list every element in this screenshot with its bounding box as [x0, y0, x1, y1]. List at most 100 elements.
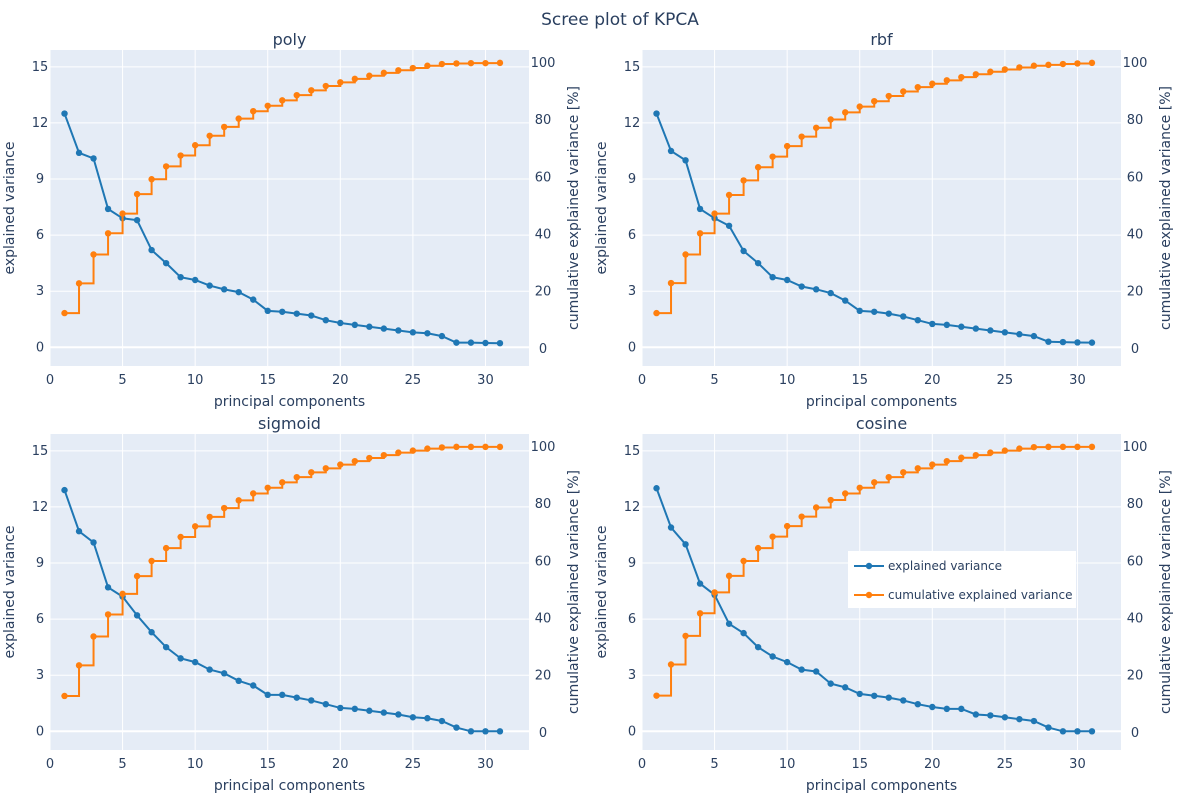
y-tick-label: 3 — [36, 284, 44, 299]
cumulative-variance-point — [148, 176, 155, 183]
cumulative-variance-point — [754, 164, 762, 171]
cumulative-variance-point — [900, 88, 907, 95]
x-tick-label: 30 — [477, 757, 494, 772]
cumulative-variance-point — [162, 163, 170, 170]
explained-variance-point — [696, 205, 704, 213]
subplots: 0 5 10 15 20 25 3003691215020406080100polyprin… — [2, 30, 1174, 794]
y-tick-label: 6 — [36, 612, 44, 627]
cumulative-variance-point — [798, 133, 805, 140]
plot-area — [50, 50, 529, 366]
explained-variance-point — [1016, 715, 1023, 723]
explained-variance-point — [409, 329, 417, 336]
x-tick-label: 20 — [332, 373, 349, 388]
cumulative-variance-point — [162, 544, 170, 552]
y2-tick-label: 40 — [1127, 227, 1144, 242]
cumulative-variance-point — [740, 557, 747, 565]
explained-variance-point — [366, 707, 373, 714]
y2-tick-label: 60 — [535, 554, 552, 569]
explained-variance-point — [842, 297, 849, 304]
x-tick-label: 30 — [1069, 757, 1086, 772]
explained-variance-point — [1045, 338, 1052, 345]
explained-variance-point — [191, 658, 199, 666]
subplot-title: poly — [273, 30, 307, 49]
explained-variance-point — [409, 714, 417, 721]
cumulative-variance-point — [424, 62, 431, 69]
y-tick-label: 0 — [628, 724, 636, 739]
explained-variance-point — [1016, 331, 1023, 338]
explained-variance-point — [842, 684, 849, 691]
cumulative-variance-point — [467, 443, 475, 451]
y2-tick-label: 40 — [535, 611, 552, 626]
y2-tick-label: 20 — [1127, 285, 1144, 300]
x-tick-label: 10 — [779, 757, 796, 772]
explained-variance-point — [220, 286, 228, 293]
cumulative-variance-point — [177, 152, 184, 159]
explained-variance-point — [1045, 724, 1052, 731]
cumulative-variance-point — [987, 449, 994, 456]
y-tick-label: 3 — [628, 668, 636, 683]
explained-variance-point — [90, 155, 97, 162]
figure-title: Scree plot of KPCA — [541, 10, 699, 30]
explained-variance-point — [769, 273, 776, 281]
cumulative-variance-point — [293, 91, 300, 99]
explained-variance-point — [220, 670, 228, 677]
explained-variance-point — [783, 658, 791, 666]
explained-variance-point — [61, 486, 68, 494]
legend-label: explained variance — [888, 559, 1002, 573]
x-tick-label: 10 — [187, 373, 204, 388]
explained-variance-point — [754, 643, 762, 651]
explained-variance-point — [856, 307, 863, 315]
explained-variance-point — [351, 705, 359, 713]
cumulative-variance-point — [250, 490, 257, 497]
explained-variance-point — [467, 728, 475, 735]
explained-variance-point — [395, 711, 402, 718]
explained-variance-point — [929, 320, 936, 328]
cumulative-variance-point — [61, 309, 68, 317]
explained-variance-point — [1059, 728, 1067, 735]
cumulative-variance-point — [380, 451, 388, 459]
explained-variance-point — [264, 307, 271, 315]
x-tick-label: 25 — [405, 757, 422, 772]
cumulative-variance-point — [1016, 64, 1023, 71]
subplot-poly: 0 5 10 15 20 25 30 0 3 6 9 12 15 0 20 40 60 80 100 poly prin… — [2, 30, 582, 410]
legend-label: cumulative explained variance — [888, 588, 1073, 602]
explained-variance-point — [133, 216, 141, 224]
explained-variance-point — [177, 655, 184, 662]
explained-variance-point — [827, 289, 834, 297]
explained-variance-point — [191, 276, 199, 284]
y-tick-label: 6 — [628, 612, 636, 627]
y-tick-label: 9 — [628, 172, 636, 187]
explained-variance-point — [783, 276, 791, 284]
y-tick-label: 6 — [628, 228, 636, 243]
y-axis-label: explained variance — [2, 526, 18, 659]
cumulative-variance-point — [337, 79, 344, 86]
cumulative-variance-point — [293, 473, 300, 481]
explained-variance-point — [856, 690, 863, 698]
explained-variance-point — [337, 319, 344, 327]
cumulative-variance-point — [696, 610, 704, 617]
cumulative-variance-point — [75, 662, 83, 669]
y2-tick-label: 80 — [1127, 497, 1144, 512]
x-tick-label: 5 — [710, 373, 718, 388]
cumulative-variance-point — [351, 457, 359, 465]
y-tick-label: 12 — [32, 116, 49, 131]
explained-variance-point — [798, 283, 805, 290]
y2-tick-label: 100 — [531, 56, 556, 71]
explained-variance-point — [667, 524, 675, 531]
y2-tick-label: 60 — [1127, 554, 1144, 569]
explained-variance-point — [322, 316, 329, 324]
explained-variance-point — [987, 327, 994, 334]
cumulative-variance-point — [308, 87, 315, 94]
cumulative-variance-point — [711, 210, 718, 217]
y2-tick-label: 40 — [1127, 611, 1144, 626]
x-tick-label: 5 — [710, 757, 718, 772]
x-tick-label: 10 — [779, 373, 796, 388]
cumulative-variance-point — [682, 632, 689, 640]
explained-variance-point — [725, 222, 733, 229]
subplot-title: rbf — [870, 30, 893, 49]
explained-variance-point — [769, 653, 776, 660]
y-tick-label: 12 — [624, 500, 641, 515]
cumulative-variance-point — [783, 522, 791, 530]
explained-variance-point — [812, 668, 820, 675]
y-tick-label: 0 — [628, 340, 636, 355]
